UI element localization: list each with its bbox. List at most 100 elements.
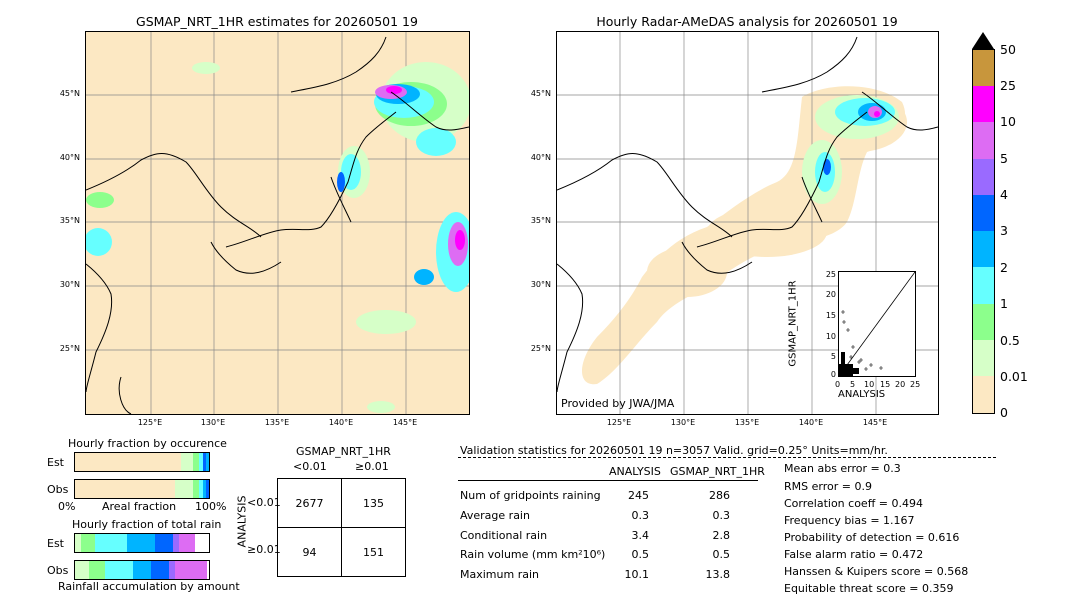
- score-line: Frequency bias = 1.167: [784, 514, 915, 527]
- occurrence-axis-mid: Areal fraction: [102, 500, 177, 513]
- colorbar-segment: [973, 376, 994, 413]
- colorbar-label: 4: [1000, 187, 1008, 202]
- right-lon-tick: 140°E: [798, 418, 824, 427]
- validation-row-gsmap: 286: [709, 489, 730, 502]
- validation-row-analysis: 245: [628, 489, 649, 502]
- left-lon-tick: 130°E: [200, 418, 226, 427]
- scatter-ytick: 0: [830, 370, 836, 379]
- total-rain-caption: Rainfall accumulation by amount: [58, 580, 240, 593]
- scatter-xtick: 0: [835, 380, 841, 389]
- score-line: Correlation coeff = 0.494: [784, 497, 923, 510]
- contingency-col-lt: <0.01: [293, 460, 327, 473]
- right-lon-tick: 130°E: [670, 418, 696, 427]
- occurrence-obs-bar: [74, 479, 210, 499]
- right-lat-tick: 40°N: [530, 153, 551, 162]
- occurrence-axis-right: 100%: [195, 500, 227, 513]
- contingency-row-lt: <0.01: [247, 496, 281, 509]
- score-line: RMS error = 0.9: [784, 480, 872, 493]
- validation-row-analysis: 0.5: [631, 548, 650, 561]
- scatter-xtick: 15: [880, 380, 891, 389]
- contingency-cell: 151: [341, 527, 406, 577]
- contingency-cell: 135: [341, 478, 406, 528]
- right-lon-tick: 135°E: [734, 418, 760, 427]
- right-map-canvas: [557, 32, 938, 414]
- score-line: Probability of detection = 0.616: [784, 531, 960, 544]
- contingency-col-ge: ≥0.01: [355, 460, 389, 473]
- validation-row-label: Num of gridpoints raining: [460, 489, 601, 502]
- validation-row-label: Conditional rain: [460, 529, 548, 542]
- left-lon-tick: 145°E: [392, 418, 418, 427]
- validation-row-analysis: 10.1: [624, 568, 650, 581]
- occurrence-title: Hourly fraction by occurence: [68, 437, 227, 450]
- validation-row-label: Maximum rain: [460, 568, 539, 581]
- left-lat-tick: 40°N: [59, 153, 80, 162]
- scatter-ytick: 10: [825, 332, 836, 341]
- colorbar-segment: [973, 86, 994, 122]
- validation-row-label: Average rain: [460, 509, 530, 522]
- scatter-xlabel: ANALYSIS: [838, 389, 886, 400]
- left-lat-tick: 25°N: [59, 344, 80, 353]
- validation-row-analysis: 0.3: [631, 509, 650, 522]
- contingency-title: GSMAP_NRT_1HR: [296, 445, 391, 458]
- scatter-plot: [838, 271, 916, 377]
- colorbar: [972, 49, 995, 414]
- occurrence-axis-left: 0%: [58, 500, 76, 513]
- validation-header: Validation statistics for 20260501 19 n=…: [460, 444, 888, 457]
- left-map-panel: [85, 31, 470, 415]
- right-lon-tick: 125°E: [606, 418, 632, 427]
- scatter-ytick: 25: [825, 270, 836, 279]
- colorbar-label: 1: [1000, 296, 1008, 311]
- colorbar-label: 25: [1000, 78, 1016, 93]
- validation-col-divider: [458, 480, 758, 481]
- validation-col-gsmap: GSMAP_NRT_1HR: [670, 465, 765, 478]
- scatter-ytick: 20: [825, 290, 836, 299]
- colorbar-segment: [973, 159, 994, 195]
- left-map-canvas: [86, 32, 469, 414]
- colorbar-segment: [973, 304, 994, 340]
- total-rain-obs-bar: [74, 560, 210, 580]
- validation-col-analysis: ANALYSIS: [609, 465, 661, 478]
- colorbar-label: 2: [1000, 260, 1008, 275]
- scatter-ytick: 5: [830, 352, 836, 361]
- score-line: Equitable threat score = 0.359: [784, 582, 954, 595]
- colorbar-segment: [973, 50, 994, 86]
- contingency-cell: 2677: [277, 478, 342, 528]
- colorbar-segment: [973, 340, 994, 376]
- scatter-canvas: [838, 271, 916, 377]
- left-map-title: GSMAP_NRT_1HR estimates for 20260501 19: [136, 14, 418, 29]
- occurrence-est-bar: [74, 452, 210, 472]
- right-lat-tick: 45°N: [530, 89, 551, 98]
- scatter-ylabel: GSMAP_NRT_1HR: [787, 280, 799, 367]
- provider-credit: Provided by JWA/JMA: [561, 397, 675, 410]
- colorbar-segment: [973, 195, 994, 231]
- occurrence-obs-label: Obs: [47, 483, 69, 496]
- left-lon-tick: 125°E: [137, 418, 163, 427]
- contingency-cell: 94: [277, 527, 342, 577]
- validation-row-gsmap: 13.8: [705, 568, 731, 581]
- right-lon-tick: 145°E: [862, 418, 888, 427]
- right-lat-tick: 35°N: [530, 216, 551, 225]
- validation-row-gsmap: 2.8: [712, 529, 731, 542]
- validation-row-gsmap: 0.5: [712, 548, 731, 561]
- scatter-xtick: 20: [895, 380, 906, 389]
- scatter-xtick: 25: [910, 380, 921, 389]
- scatter-xtick: 5: [850, 380, 856, 389]
- colorbar-label: 0: [1000, 405, 1008, 420]
- validation-row-gsmap: 0.3: [712, 509, 731, 522]
- left-lat-tick: 30°N: [59, 280, 80, 289]
- contingency-table: 2677 135 94 151: [277, 478, 406, 577]
- colorbar-extend-arrow: [972, 32, 994, 49]
- validation-divider: [458, 457, 996, 458]
- scatter-ytick: 15: [825, 311, 836, 320]
- colorbar-segment: [973, 231, 994, 267]
- right-lat-tick: 30°N: [530, 280, 551, 289]
- right-map-title: Hourly Radar-AMeDAS analysis for 2026050…: [596, 14, 898, 29]
- colorbar-segment: [973, 122, 994, 159]
- total-rain-obs-label: Obs: [47, 564, 69, 577]
- colorbar-label: 0.5: [1000, 333, 1020, 348]
- colorbar-label: 3: [1000, 223, 1008, 238]
- colorbar-label: 10: [1000, 114, 1016, 129]
- left-lon-tick: 135°E: [264, 418, 290, 427]
- right-lat-tick: 25°N: [530, 344, 551, 353]
- left-lon-tick: 140°E: [328, 418, 354, 427]
